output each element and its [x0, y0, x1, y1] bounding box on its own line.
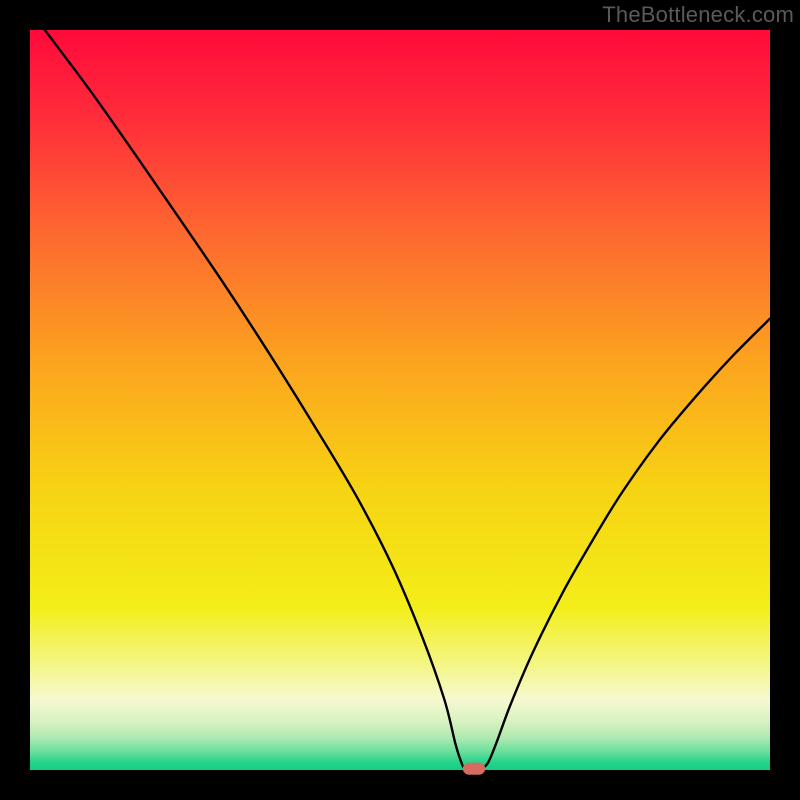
- plot-background: [30, 30, 770, 770]
- bottleneck-chart: [0, 0, 800, 800]
- optimal-marker: [463, 763, 484, 774]
- chart-container: TheBottleneck.com: [0, 0, 800, 800]
